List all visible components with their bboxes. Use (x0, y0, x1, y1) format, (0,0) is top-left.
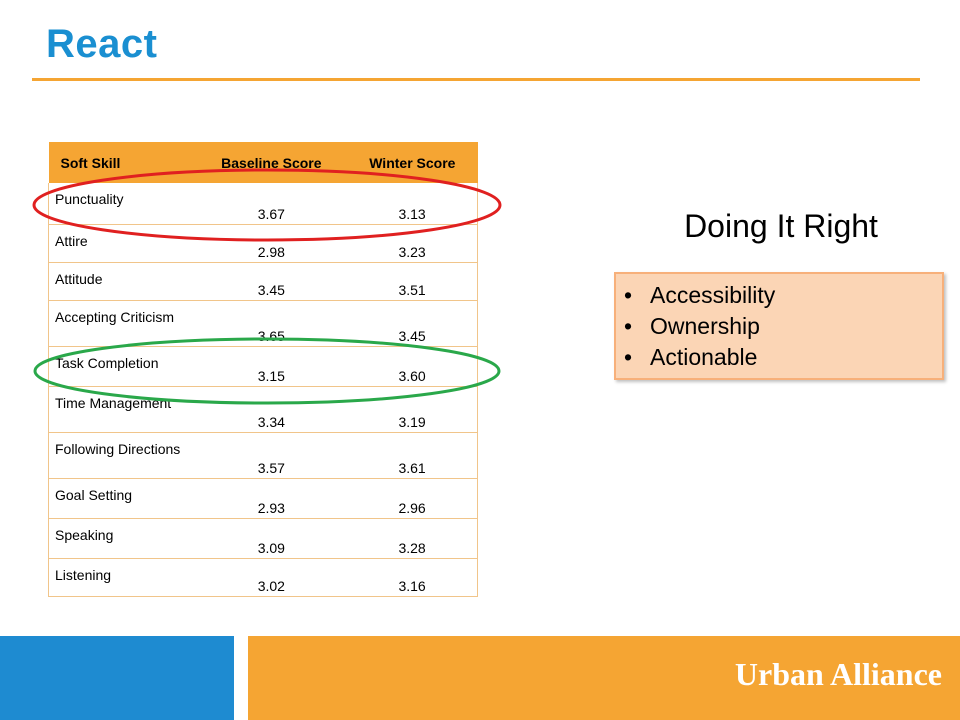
winter-score-cell: 2.96 (347, 478, 479, 519)
skill-name-cell: Goal Setting (48, 478, 196, 519)
skill-name-cell: Attitude (48, 262, 196, 301)
baseline-score-cell: 3.65 (195, 300, 348, 347)
table-row: Goal Setting 2.93 2.96 (48, 478, 479, 519)
skill-name-cell: Punctuality (48, 183, 196, 225)
bullet-text: Actionable (650, 344, 758, 370)
table-row: Following Directions 3.57 3.61 (48, 432, 479, 479)
skill-name-cell: Task Completion (48, 346, 196, 387)
title-divider (32, 78, 920, 81)
skill-name-cell: Attire (48, 224, 196, 263)
bullet-item: • Accessibility (624, 280, 942, 311)
bullet-dot-icon: • (624, 344, 633, 370)
baseline-score-cell: 3.34 (195, 386, 348, 433)
table-body: Punctuality 3.67 3.13 Attire 2.98 3.23 Attitud… (48, 183, 479, 597)
winter-score-cell: 3.61 (347, 432, 479, 479)
baseline-score-cell: 3.09 (195, 518, 348, 559)
winter-score-cell: 3.16 (347, 558, 479, 597)
winter-score-cell: 3.60 (347, 346, 479, 387)
baseline-score-cell: 3.02 (195, 558, 348, 597)
bullet-item: • Ownership (624, 311, 942, 342)
header-soft-skill: Soft Skill (48, 142, 196, 183)
table-row: Time Management 3.34 3.19 (48, 386, 479, 433)
side-heading: Doing It Right (684, 208, 878, 244)
bullet-text: Ownership (650, 313, 760, 339)
table-row: Attitude 3.45 3.51 (48, 262, 479, 301)
skill-name-cell: Speaking (48, 518, 196, 559)
baseline-score-cell: 3.57 (195, 432, 348, 479)
winter-score-cell: 3.23 (347, 224, 479, 263)
bullet-box: • Accessibility • Ownership • Actionable (614, 272, 944, 380)
footer-brand-logo: Urban Alliance (734, 656, 942, 692)
winter-score-cell: 3.13 (347, 183, 479, 225)
bullet-dot-icon: • (624, 313, 633, 339)
header-winter-score: Winter Score (347, 142, 478, 183)
slide-title: React (46, 22, 158, 66)
soft-skills-table: Soft Skill Baseline Score Winter Score P… (48, 142, 479, 597)
baseline-score-cell: 3.45 (195, 262, 348, 301)
table-row: Accepting Criticism 3.65 3.45 (48, 300, 479, 347)
table-row: Listening 3.02 3.16 (48, 558, 479, 597)
bullet-list: • Accessibility • Ownership • Actionable (616, 274, 942, 373)
footer-blue-block (0, 636, 234, 720)
table-row: Attire 2.98 3.23 (48, 224, 479, 263)
table-row: Task Completion 3.15 3.60 (48, 346, 479, 387)
skill-name-cell: Time Management (48, 386, 196, 433)
skill-name-cell: Accepting Criticism (48, 300, 196, 347)
bullet-text: Accessibility (650, 282, 776, 308)
baseline-score-cell: 2.93 (195, 478, 348, 519)
baseline-score-cell: 3.67 (195, 183, 348, 225)
bullet-item: • Actionable (624, 342, 942, 373)
winter-score-cell: 3.28 (347, 518, 479, 559)
skill-name-cell: Following Directions (48, 432, 196, 479)
footer-orange-block: Urban Alliance (248, 636, 960, 720)
baseline-score-cell: 2.98 (195, 224, 348, 263)
table-header-row: Soft Skill Baseline Score Winter Score (48, 142, 478, 183)
winter-score-cell: 3.45 (347, 300, 479, 347)
winter-score-cell: 3.19 (347, 386, 479, 433)
header-baseline-score: Baseline Score (195, 142, 348, 183)
table-row: Speaking 3.09 3.28 (48, 518, 479, 559)
table-row: Punctuality 3.67 3.13 (48, 183, 479, 225)
baseline-score-cell: 3.15 (195, 346, 348, 387)
skill-name-cell: Listening (48, 558, 196, 597)
bullet-dot-icon: • (624, 282, 633, 308)
winter-score-cell: 3.51 (347, 262, 479, 301)
